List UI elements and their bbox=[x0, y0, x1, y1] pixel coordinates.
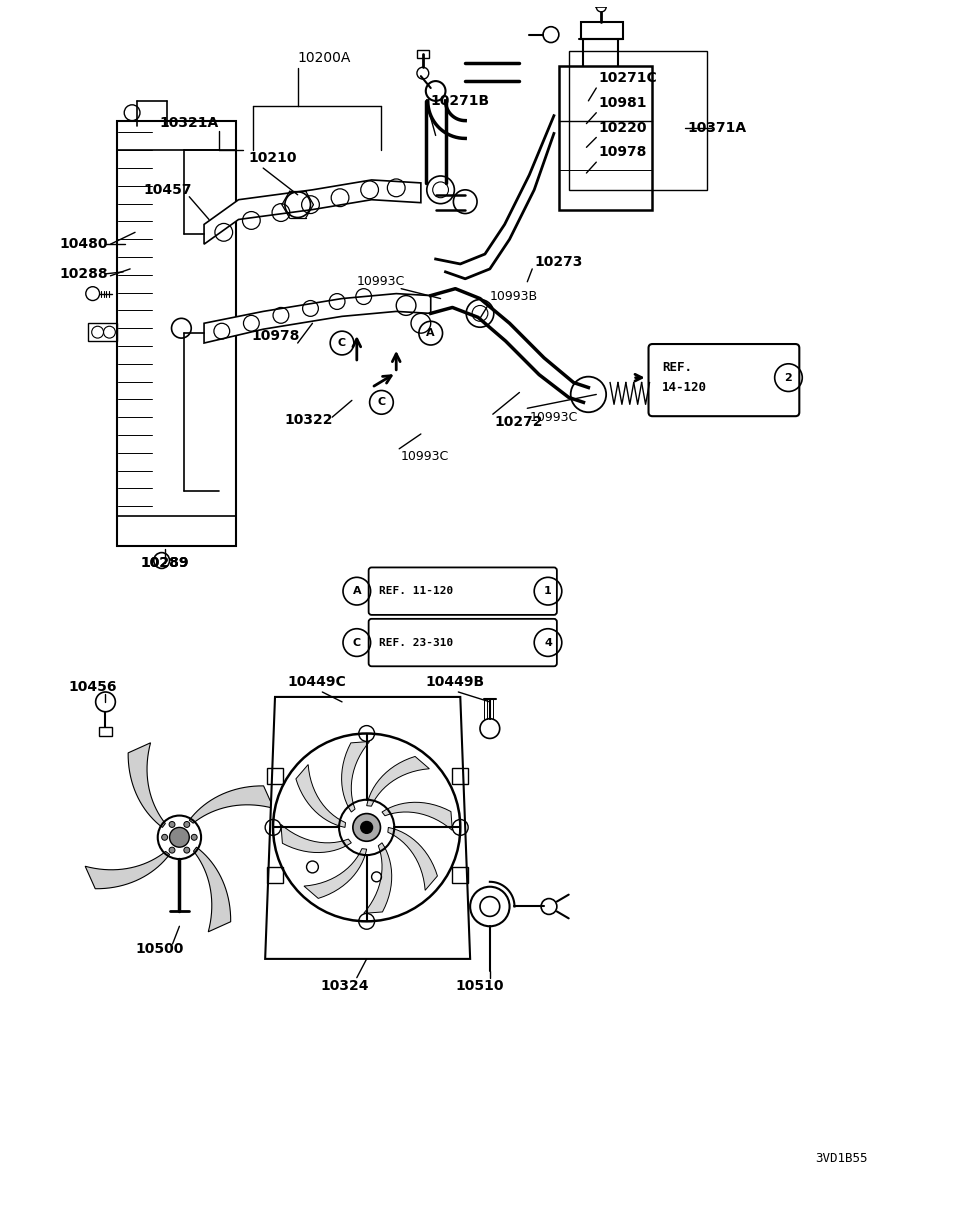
Text: REF. 11-120: REF. 11-120 bbox=[379, 586, 454, 597]
Bar bbox=[452, 768, 468, 784]
Text: 2: 2 bbox=[784, 373, 792, 382]
Text: 10993C: 10993C bbox=[529, 410, 578, 424]
Circle shape bbox=[170, 828, 189, 847]
Polygon shape bbox=[342, 742, 370, 812]
Bar bbox=[452, 866, 468, 883]
Text: 10273: 10273 bbox=[534, 255, 583, 269]
Circle shape bbox=[353, 813, 380, 841]
Text: 10978: 10978 bbox=[598, 145, 647, 160]
Text: 10289: 10289 bbox=[140, 557, 188, 570]
Text: 10371A: 10371A bbox=[687, 121, 746, 134]
Bar bbox=[596, 0, 606, 7]
Text: 10210: 10210 bbox=[249, 151, 297, 166]
Text: 10449B: 10449B bbox=[426, 675, 485, 690]
Text: 10321A: 10321A bbox=[159, 116, 219, 129]
Bar bbox=[87, 323, 117, 341]
Text: 10449C: 10449C bbox=[288, 675, 347, 690]
Bar bbox=[117, 121, 235, 546]
Bar bbox=[99, 726, 112, 737]
Polygon shape bbox=[367, 756, 429, 806]
Text: 10993B: 10993B bbox=[490, 290, 538, 302]
Text: 10456: 10456 bbox=[68, 680, 116, 695]
Polygon shape bbox=[281, 824, 351, 853]
Polygon shape bbox=[296, 765, 346, 828]
Text: 10322: 10322 bbox=[285, 413, 333, 427]
Text: 10200A: 10200A bbox=[298, 51, 351, 65]
Text: 10993C: 10993C bbox=[401, 450, 449, 463]
Polygon shape bbox=[364, 843, 392, 914]
Bar bbox=[117, 515, 235, 546]
Bar bbox=[117, 121, 235, 150]
Bar bbox=[267, 866, 283, 883]
Text: 10457: 10457 bbox=[143, 183, 191, 197]
Text: C: C bbox=[352, 638, 361, 647]
Polygon shape bbox=[388, 828, 438, 891]
Text: 10220: 10220 bbox=[598, 121, 647, 134]
Text: 10510: 10510 bbox=[455, 979, 504, 992]
Polygon shape bbox=[204, 294, 431, 344]
Circle shape bbox=[184, 847, 190, 853]
Polygon shape bbox=[382, 802, 452, 830]
Bar bbox=[417, 51, 429, 58]
Text: 1: 1 bbox=[544, 586, 552, 597]
Polygon shape bbox=[304, 848, 367, 898]
FancyBboxPatch shape bbox=[369, 567, 557, 615]
Polygon shape bbox=[204, 180, 420, 244]
Text: 10480: 10480 bbox=[60, 237, 108, 252]
Circle shape bbox=[169, 822, 175, 828]
Polygon shape bbox=[189, 785, 274, 823]
Text: C: C bbox=[377, 397, 386, 408]
Text: 10978: 10978 bbox=[252, 329, 300, 344]
Bar bbox=[559, 67, 653, 209]
Text: 10324: 10324 bbox=[321, 979, 369, 992]
FancyBboxPatch shape bbox=[649, 344, 800, 416]
Text: A: A bbox=[426, 328, 435, 338]
Circle shape bbox=[169, 847, 175, 853]
Text: 10272: 10272 bbox=[494, 415, 543, 430]
Text: A: A bbox=[352, 586, 361, 597]
Circle shape bbox=[161, 835, 168, 840]
Bar bbox=[568, 52, 707, 190]
Text: C: C bbox=[338, 338, 347, 348]
Text: 10993C: 10993C bbox=[357, 275, 405, 288]
Text: 10981: 10981 bbox=[598, 96, 647, 110]
Polygon shape bbox=[265, 697, 470, 958]
Text: 10288: 10288 bbox=[60, 267, 108, 281]
Bar bbox=[267, 768, 283, 784]
Polygon shape bbox=[85, 852, 170, 888]
Text: 4: 4 bbox=[544, 638, 552, 647]
Text: 10271B: 10271B bbox=[431, 94, 490, 108]
Bar bbox=[581, 22, 623, 39]
Polygon shape bbox=[194, 847, 230, 932]
Text: 10271C: 10271C bbox=[598, 71, 657, 85]
Text: REF. 23-310: REF. 23-310 bbox=[379, 638, 454, 647]
Text: REF.: REF. bbox=[662, 362, 692, 374]
Text: 10500: 10500 bbox=[135, 943, 183, 956]
Text: 3VD1B55: 3VD1B55 bbox=[815, 1152, 868, 1165]
FancyBboxPatch shape bbox=[369, 618, 557, 667]
Text: 10289: 10289 bbox=[140, 557, 188, 570]
Polygon shape bbox=[128, 743, 165, 828]
Text: 14-120: 14-120 bbox=[662, 381, 708, 394]
Circle shape bbox=[184, 822, 190, 828]
Circle shape bbox=[191, 835, 197, 840]
Circle shape bbox=[361, 822, 372, 834]
